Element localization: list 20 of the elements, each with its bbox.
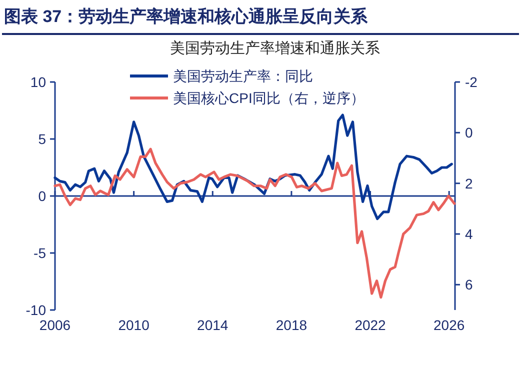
y-tick-label: -5 [34, 245, 46, 261]
x-tick-label: 2018 [276, 317, 308, 333]
x-tick-label: 2022 [354, 317, 386, 333]
y-tick-label: -10 [26, 302, 46, 318]
y2-tick-label: 2 [465, 175, 473, 192]
y-tick-label: 10 [30, 74, 46, 90]
legend-label: 美国核心CPI同比（右，逆序） [173, 90, 364, 106]
y2-tick-label: 6 [465, 276, 473, 293]
y-tick-label: 0 [38, 188, 46, 204]
y2-tick-label: -2 [465, 74, 478, 90]
chart-title: 图表 37：劳动生产率增速和核心通胀呈反向关系 [4, 7, 369, 26]
y2-tick-label: 4 [465, 226, 473, 242]
x-tick-label: 2010 [118, 317, 150, 333]
x-tick-label: 2026 [434, 317, 465, 333]
legend-label: 美国劳动生产率：同比 [173, 68, 313, 84]
y-tick-label: 5 [38, 131, 46, 147]
x-tick-label: 2006 [39, 317, 71, 333]
y2-tick-label: 0 [465, 124, 473, 141]
x-tick-label: 2014 [197, 317, 228, 333]
chart-subtitle: 美国劳动生产率增速和通胀关系 [170, 40, 380, 57]
